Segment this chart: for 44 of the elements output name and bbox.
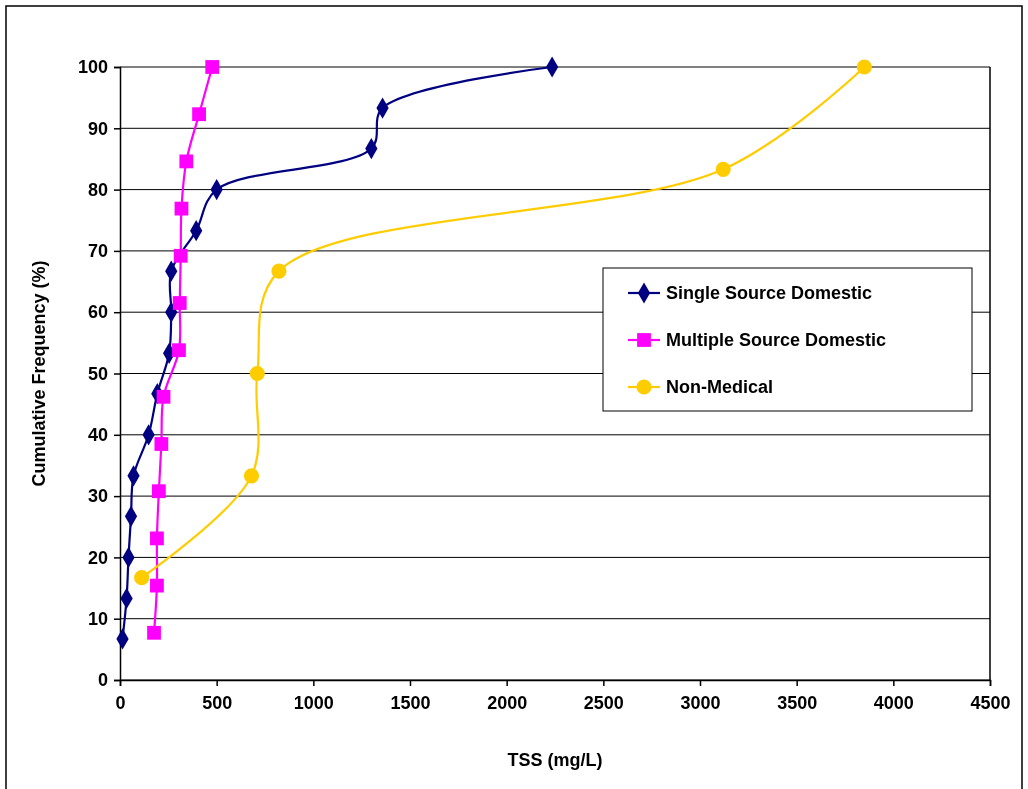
legend-label: Multiple Source Domestic	[666, 330, 887, 350]
point	[151, 484, 166, 499]
x-tick-label: 4000	[873, 692, 914, 713]
legend-label: Non-Medical	[666, 377, 774, 397]
point	[156, 389, 171, 404]
y-tick-label: 100	[77, 57, 108, 78]
point	[134, 570, 150, 586]
x-tick-label: 4500	[970, 692, 1011, 713]
x-axis-title: TSS (mg/L)	[507, 750, 603, 770]
y-tick-label: 90	[87, 118, 108, 139]
y-axis-title: Cumulative Frequency (%)	[29, 260, 49, 487]
point	[715, 161, 731, 177]
x-tick-label: 500	[202, 692, 233, 713]
point	[173, 248, 188, 263]
point	[856, 59, 872, 75]
point	[154, 437, 169, 451]
point	[205, 60, 220, 74]
legend-label: Single Source Domestic	[666, 283, 873, 303]
point	[172, 296, 187, 310]
x-tick-label: 3000	[680, 692, 721, 713]
y-tick-label: 50	[87, 363, 108, 384]
point	[172, 343, 186, 358]
x-tick-label: 1000	[293, 692, 334, 713]
x-tick-label: 0	[115, 692, 126, 713]
y-tick-label: 0	[97, 670, 108, 691]
x-tick-label: 2500	[583, 692, 624, 713]
point	[249, 365, 265, 382]
point	[147, 625, 161, 640]
point	[150, 578, 164, 593]
x-tick-label: 3500	[777, 692, 818, 713]
x-tick-label: 2000	[487, 692, 528, 713]
y-tick-label: 80	[87, 179, 108, 200]
y-tick-label: 40	[87, 425, 108, 446]
point	[243, 468, 260, 484]
y-tick-label: 70	[87, 241, 108, 262]
y-tick-label: 20	[87, 547, 108, 568]
point	[192, 107, 206, 122]
y-tick-label: 60	[87, 302, 108, 323]
point	[271, 263, 287, 279]
y-tick-label: 10	[87, 608, 108, 629]
y-tick-label: 30	[87, 486, 108, 507]
point	[179, 154, 194, 169]
x-tick-label: 1500	[390, 692, 431, 713]
point	[150, 531, 164, 546]
